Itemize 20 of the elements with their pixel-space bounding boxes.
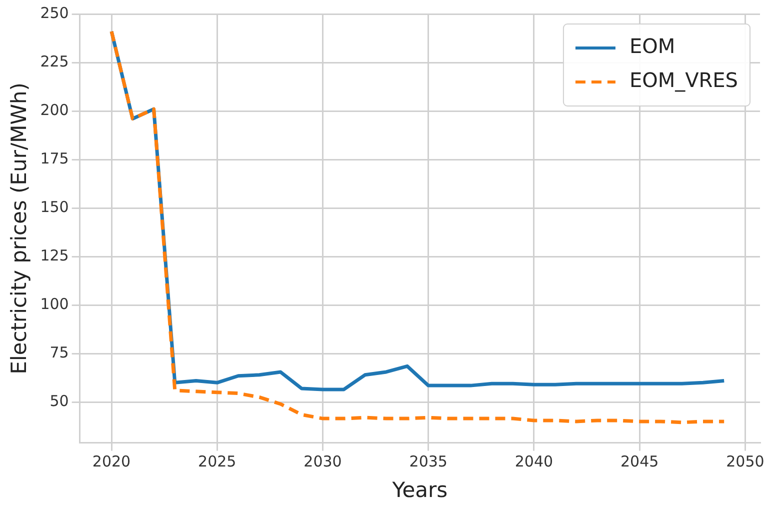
x-tick-label: 2050: [726, 452, 764, 471]
y-tick-label: 125: [40, 246, 69, 264]
x-tick-label: 2030: [304, 452, 342, 471]
legend-label: EOM_VRES: [629, 68, 738, 92]
y-tick-label: 175: [40, 149, 69, 168]
y-tick-label: 150: [40, 198, 69, 216]
x-axis-title: Years: [391, 478, 448, 502]
y-tick-label: 50: [50, 392, 69, 410]
x-tick-label: 2025: [198, 452, 236, 471]
y-tick-label: 200: [40, 100, 69, 119]
x-tick-label: 2035: [409, 452, 448, 471]
y-axis-title: Electricity prices (Eur/MWh): [7, 82, 32, 374]
x-tick-label: 2040: [514, 452, 554, 471]
y-tick-label: 225: [40, 52, 69, 70]
y-tick-label: 75: [50, 343, 69, 362]
y-tick-label: 250: [40, 4, 69, 22]
x-tick-label: 2045: [620, 452, 659, 471]
x-tick-label: 2020: [92, 452, 131, 471]
y-tick-label: 100: [40, 294, 69, 313]
legend-label: EOM: [629, 34, 676, 58]
